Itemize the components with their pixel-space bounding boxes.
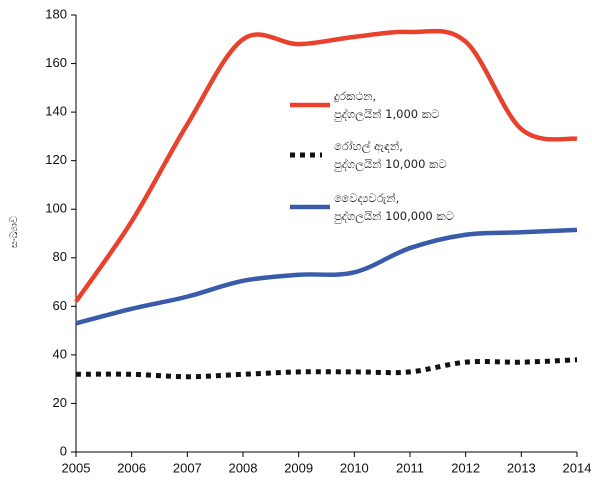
x-tick-label: 2009 bbox=[284, 460, 313, 475]
y-tick-label: 120 bbox=[45, 152, 67, 167]
y-tick-label: 0 bbox=[60, 443, 67, 458]
x-tick-label: 2014 bbox=[563, 460, 592, 475]
y-tick-label: 100 bbox=[45, 201, 67, 216]
legend-label: රෝහල් ඇඳන්, පුද්ගලයින් 10,000 කට bbox=[334, 139, 447, 171]
legend-label: දුරකථන, පුද්ගලයින් 1,000 කට bbox=[334, 89, 440, 121]
series-line bbox=[75, 227, 578, 326]
x-tick-label: 2012 bbox=[451, 460, 480, 475]
y-axis-label: සංඛ්‍යාව bbox=[9, 216, 20, 248]
x-tick-label: 2007 bbox=[173, 460, 202, 475]
x-tick-label: 2010 bbox=[340, 460, 369, 475]
x-tick-label: 2006 bbox=[117, 460, 146, 475]
series-line bbox=[75, 357, 578, 380]
y-tick-label: 180 bbox=[45, 6, 67, 21]
x-tick-label: 2011 bbox=[396, 460, 424, 475]
y-tick-label: 60 bbox=[53, 298, 67, 313]
y-tick-label: 80 bbox=[53, 249, 67, 264]
y-tick-label: 140 bbox=[45, 104, 67, 119]
y-tick-label: 40 bbox=[53, 346, 67, 361]
x-tick-label: 2008 bbox=[229, 460, 258, 475]
series-line bbox=[74, 28, 578, 303]
x-tick-label: 2013 bbox=[507, 460, 536, 475]
legend-label: වෛද්‍යවරුන්, පුද්ගලයින් 100,000 කට bbox=[334, 191, 454, 223]
y-tick-label: 20 bbox=[53, 395, 67, 410]
y-tick-label: 160 bbox=[45, 55, 67, 70]
x-tick-label: 2005 bbox=[62, 460, 91, 475]
